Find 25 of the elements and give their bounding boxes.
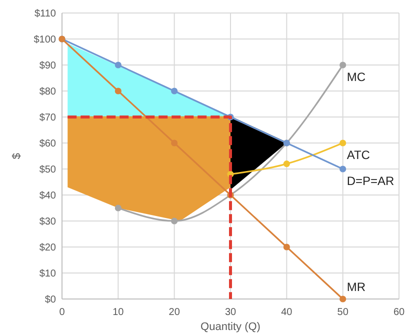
x-tick-label: 10 — [112, 307, 124, 318]
x-tick-label: 20 — [168, 307, 180, 318]
y-tick-label: $60 — [39, 138, 56, 150]
x-tick-label: 60 — [393, 307, 405, 318]
series-label: MC — [346, 70, 366, 84]
x-tick-label: 30 — [224, 307, 236, 318]
y-tick-label: $0 — [44, 294, 56, 306]
series-label: MR — [346, 280, 366, 294]
x-tick-label: 50 — [337, 307, 349, 318]
y-tick-label: $50 — [39, 164, 56, 176]
y-tick-label: $100 — [34, 34, 56, 46]
y-tick-label: $40 — [39, 190, 56, 202]
y-tick-label: $70 — [39, 112, 56, 124]
y-tick-label: $30 — [39, 216, 56, 228]
y-axis-title: $ — [11, 152, 23, 160]
y-tick-label: $90 — [39, 60, 56, 72]
x-tick-label: 0 — [59, 307, 66, 318]
y-tick-label: $10 — [39, 268, 56, 280]
y-tick-label: $80 — [39, 86, 56, 98]
series-label: ATC — [346, 148, 370, 162]
x-tick-label: 40 — [281, 307, 293, 318]
y-tick-label: $110 — [34, 8, 56, 20]
series-label: D=P=AR — [346, 174, 395, 188]
x-axis-title: Quantity (Q) — [200, 321, 260, 333]
y-tick-label: $20 — [39, 242, 56, 254]
